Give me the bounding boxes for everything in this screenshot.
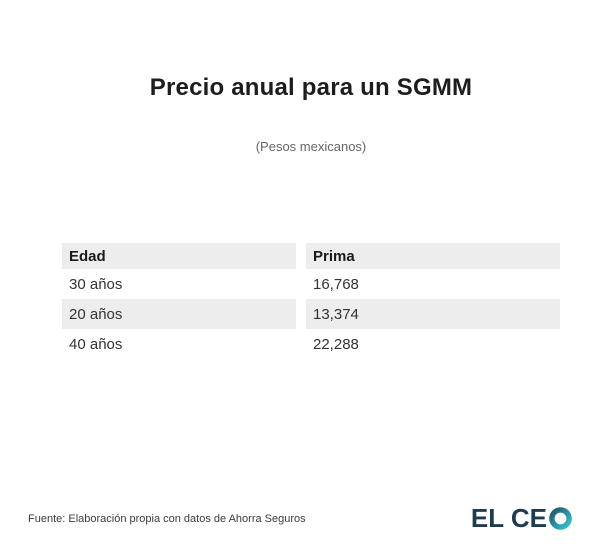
- table-row: 30 años 16,768: [62, 269, 560, 299]
- elceo-logo: EL CE: [471, 504, 572, 532]
- table-header-row: Edad Prima: [62, 243, 560, 269]
- table-row: 20 años 13,374: [62, 299, 560, 329]
- table-row: 40 años 22,288: [62, 329, 560, 359]
- cell-edad: 40 años: [69, 335, 123, 353]
- cell-prima: 22,288: [313, 335, 359, 353]
- cell-prima: 16,768: [313, 275, 359, 293]
- cell-edad: 20 años: [62, 299, 296, 329]
- column-header-prima: Prima: [306, 243, 560, 269]
- logo-o-ring-icon: [549, 506, 572, 530]
- cell-prima: 13,374: [306, 299, 560, 329]
- column-header-edad: Edad: [62, 243, 296, 269]
- chart-title: Precio anual para un SGMM: [149, 74, 473, 101]
- chart-subtitle: (Pesos mexicanos): [255, 139, 367, 154]
- source-note: Fuente: Elaboración propia con datos de …: [28, 513, 306, 525]
- logo-text: EL CE: [470, 503, 547, 533]
- cell-edad: 30 años: [69, 275, 123, 293]
- data-table: Edad Prima 30 años 16,768 20 años 13,374…: [62, 243, 560, 359]
